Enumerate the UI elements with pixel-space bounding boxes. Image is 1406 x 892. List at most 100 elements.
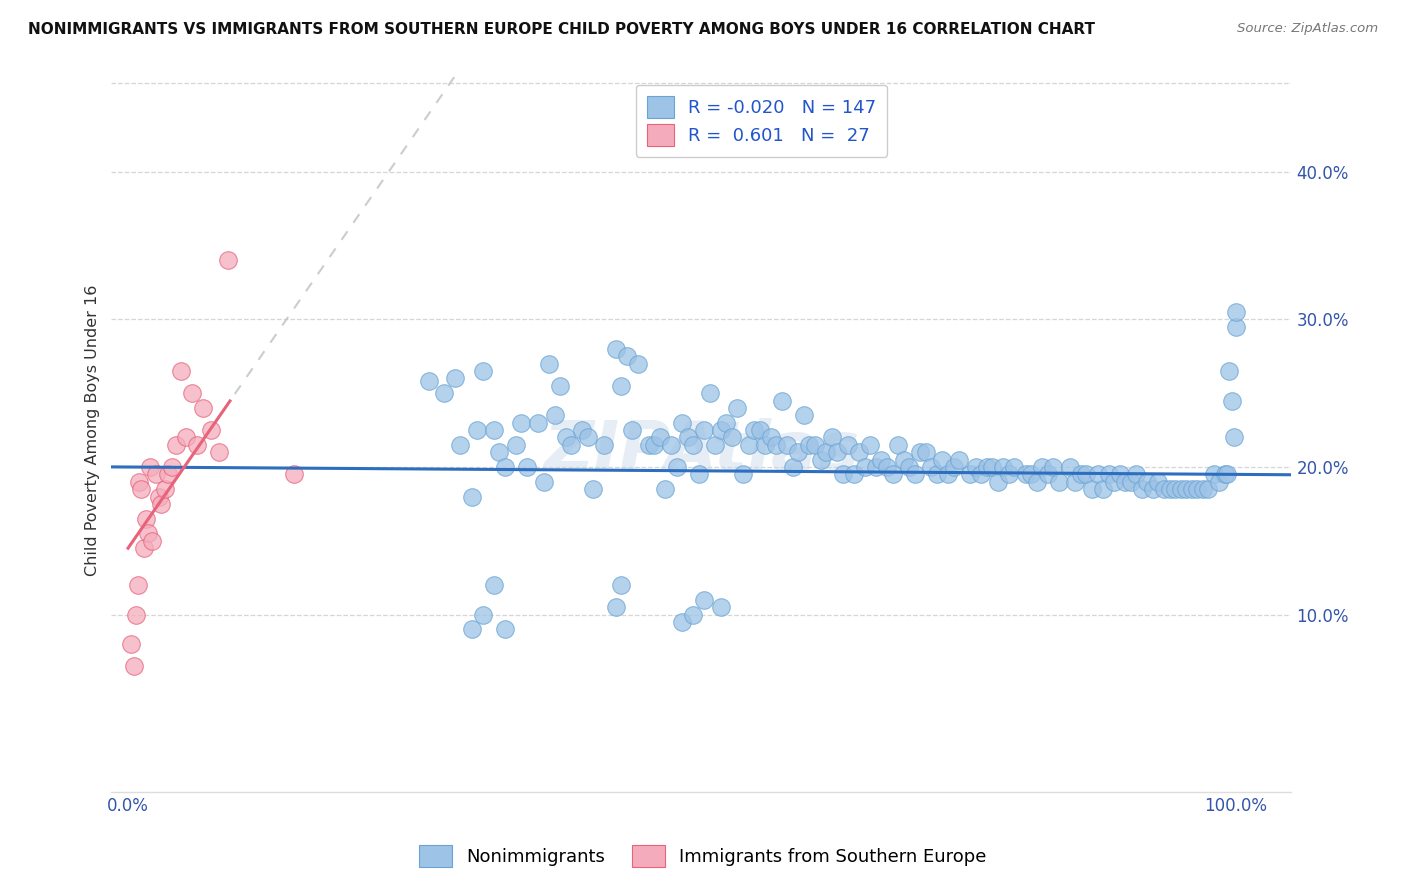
Point — [776, 438, 799, 452]
Point — [1213, 467, 1236, 482]
Point — [494, 460, 516, 475]
Point — [710, 600, 733, 615]
Point — [820, 430, 842, 444]
Point — [910, 445, 932, 459]
Point — [1119, 475, 1142, 489]
Point — [482, 578, 505, 592]
Point — [543, 409, 565, 423]
Point — [444, 371, 467, 385]
Point — [765, 438, 787, 452]
Point — [731, 467, 754, 482]
Point — [936, 467, 959, 482]
Point — [162, 460, 184, 475]
Point — [465, 423, 488, 437]
Point — [139, 460, 162, 475]
Point — [859, 438, 882, 452]
Point — [208, 445, 231, 459]
Point — [1170, 482, 1192, 496]
Point — [693, 423, 716, 437]
Point — [510, 416, 533, 430]
Point — [1036, 467, 1059, 482]
Point — [1025, 475, 1047, 489]
Point — [948, 452, 970, 467]
Point — [560, 438, 582, 452]
Point — [145, 467, 167, 482]
Point — [1047, 475, 1070, 489]
Point — [610, 379, 633, 393]
Point — [848, 445, 870, 459]
Point — [965, 460, 987, 475]
Point — [898, 460, 921, 475]
Point — [893, 452, 915, 467]
Point — [699, 386, 721, 401]
Point — [150, 497, 173, 511]
Point — [1175, 482, 1198, 496]
Point — [132, 541, 155, 556]
Point — [799, 438, 821, 452]
Point — [676, 430, 699, 444]
Point — [1147, 475, 1170, 489]
Point — [665, 460, 688, 475]
Point — [1202, 467, 1225, 482]
Y-axis label: Child Poverty Among Boys Under 16: Child Poverty Among Boys Under 16 — [86, 285, 100, 576]
Point — [1223, 430, 1246, 444]
Point — [1225, 305, 1247, 319]
Point — [156, 467, 179, 482]
Text: NONIMMIGRANTS VS IMMIGRANTS FROM SOUTHERN EUROPE CHILD POVERTY AMONG BOYS UNDER : NONIMMIGRANTS VS IMMIGRANTS FROM SOUTHER… — [28, 22, 1095, 37]
Point — [488, 445, 510, 459]
Point — [853, 460, 876, 475]
Point — [200, 423, 222, 437]
Point — [516, 460, 538, 475]
Point — [181, 386, 204, 401]
Text: Source: ZipAtlas.com: Source: ZipAtlas.com — [1237, 22, 1378, 36]
Point — [987, 475, 1010, 489]
Point — [533, 475, 555, 489]
Point — [141, 533, 163, 548]
Point — [616, 349, 638, 363]
Point — [494, 623, 516, 637]
Point — [1181, 482, 1204, 496]
Point — [671, 615, 693, 629]
Point — [837, 438, 859, 452]
Point — [1191, 482, 1213, 496]
Point — [471, 364, 494, 378]
Point — [1220, 393, 1243, 408]
Point — [170, 364, 193, 378]
Point — [793, 409, 815, 423]
Point — [654, 482, 676, 496]
Point — [122, 659, 145, 673]
Point — [865, 460, 887, 475]
Point — [538, 357, 561, 371]
Point — [671, 416, 693, 430]
Point — [571, 423, 593, 437]
Point — [1216, 467, 1239, 482]
Point — [1197, 482, 1219, 496]
Point — [925, 467, 948, 482]
Point — [1142, 482, 1164, 496]
Point — [998, 467, 1021, 482]
Point — [882, 467, 904, 482]
Point — [920, 460, 942, 475]
Point — [754, 438, 776, 452]
Point — [460, 623, 482, 637]
Point — [1153, 482, 1175, 496]
Point — [1187, 482, 1209, 496]
Point — [627, 357, 650, 371]
Point — [482, 423, 505, 437]
Point — [976, 460, 998, 475]
Point — [153, 482, 176, 496]
Point — [527, 416, 550, 430]
Point — [1070, 467, 1092, 482]
Point — [810, 452, 832, 467]
Point — [942, 460, 965, 475]
Point — [1114, 475, 1136, 489]
Point — [682, 607, 704, 622]
Point — [842, 467, 865, 482]
Point — [1108, 467, 1130, 482]
Point — [1031, 460, 1053, 475]
Point — [688, 467, 710, 482]
Text: ZIPAtlas: ZIPAtlas — [543, 418, 859, 485]
Point — [449, 438, 471, 452]
Point — [1059, 460, 1081, 475]
Point — [970, 467, 993, 482]
